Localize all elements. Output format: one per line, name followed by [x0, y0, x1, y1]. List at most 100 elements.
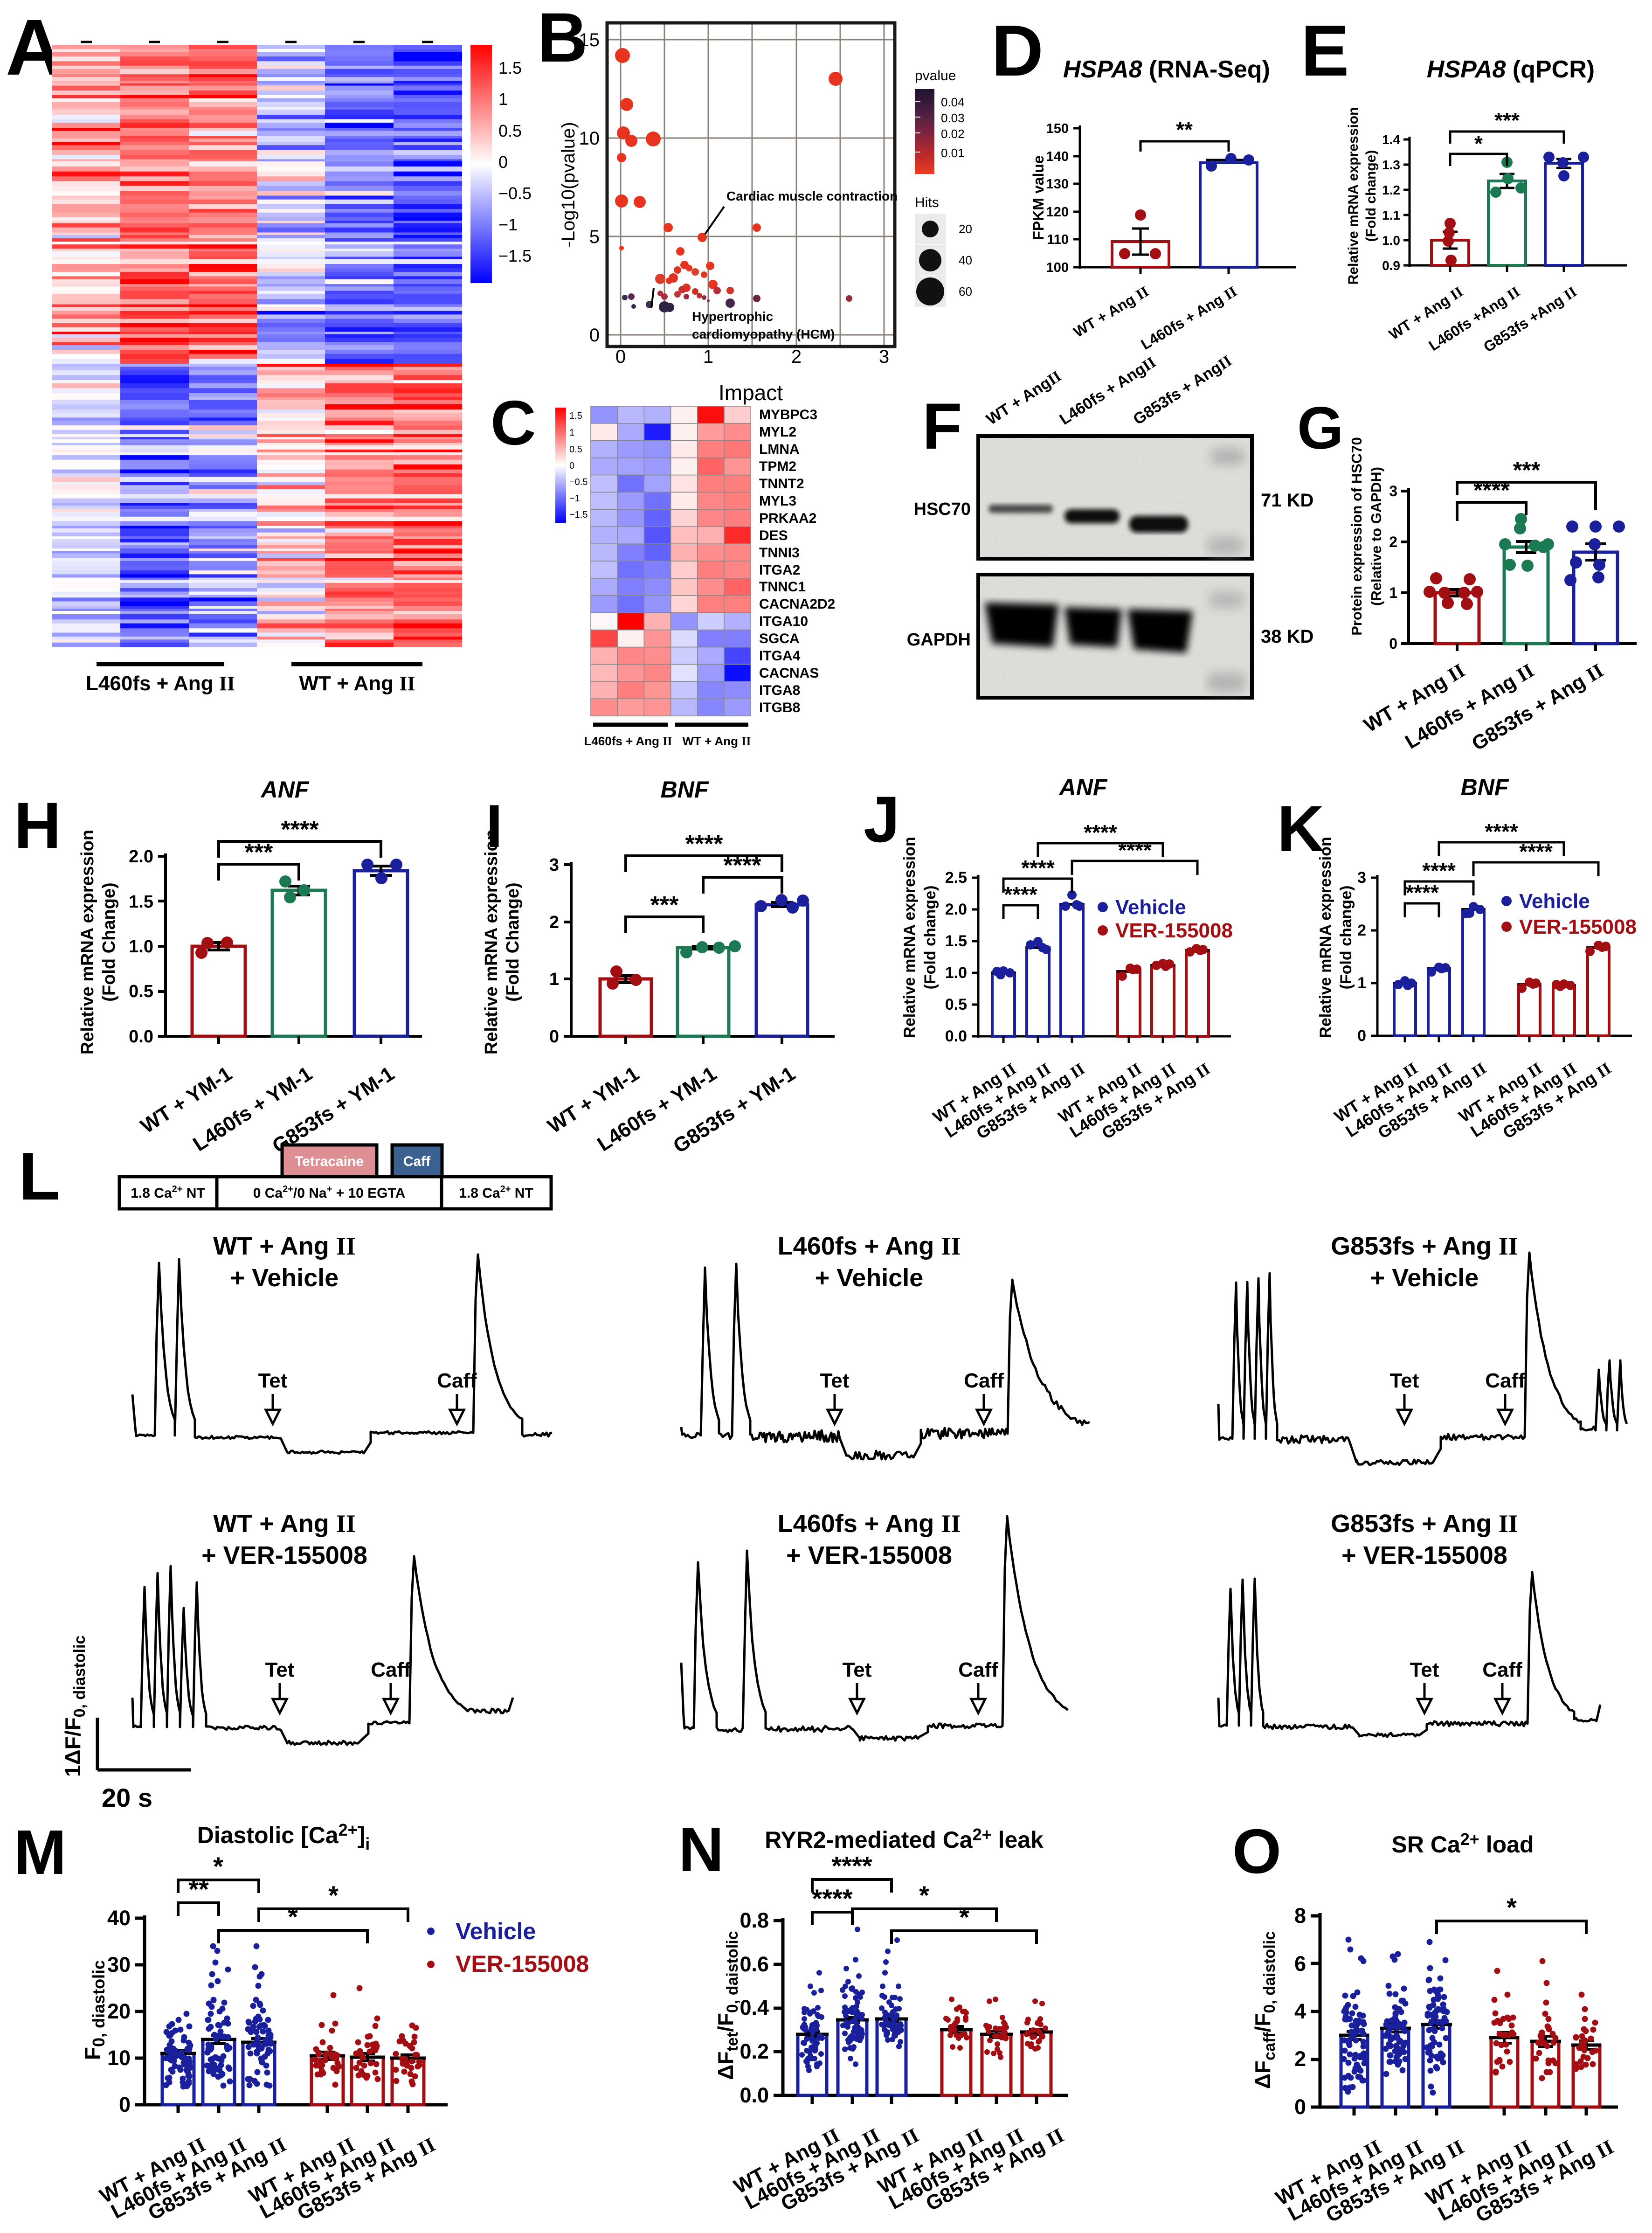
svg-text:15: 15: [579, 30, 600, 50]
svg-text:0: 0: [1389, 635, 1397, 652]
svg-text:L460fs + Ang II: L460fs + Ang II: [778, 1232, 961, 1260]
svg-text:0.04: 0.04: [941, 95, 965, 109]
svg-text:Relative mRNA expression: Relative mRNA expression: [1346, 107, 1361, 285]
svg-text:Caff: Caff: [437, 1369, 477, 1392]
svg-text:G853fs + Ang II: G853fs + Ang II: [1331, 1232, 1518, 1260]
svg-text:0.5: 0.5: [945, 996, 967, 1013]
svg-text:(Fold Change): (Fold Change): [99, 882, 119, 1001]
svg-text:ANF: ANF: [260, 777, 310, 803]
svg-text:TNNT2: TNNT2: [759, 476, 804, 492]
svg-text:E: E: [1301, 10, 1349, 91]
svg-text:1.1: 1.1: [1382, 208, 1400, 222]
svg-text:Hits: Hits: [915, 195, 939, 210]
svg-text:−1.5: −1.5: [569, 510, 588, 520]
svg-text:ITGA2: ITGA2: [759, 562, 800, 578]
svg-text:****: ****: [1485, 819, 1518, 844]
svg-text:****: ****: [1405, 881, 1439, 905]
svg-text:1.0: 1.0: [1382, 233, 1400, 248]
svg-text:2: 2: [549, 913, 559, 932]
svg-text:ITGB8: ITGB8: [759, 700, 800, 715]
svg-text:Impact: Impact: [719, 381, 783, 405]
svg-text:6: 6: [1294, 1952, 1306, 1976]
svg-text:+ Vehicle: + Vehicle: [815, 1264, 924, 1292]
svg-text:*: *: [1474, 132, 1483, 156]
svg-text:2: 2: [791, 347, 802, 367]
svg-text:1.3: 1.3: [1382, 158, 1400, 172]
svg-text:0: 0: [615, 347, 626, 367]
svg-text:Caff: Caff: [1485, 1369, 1525, 1392]
svg-text:Relative mRNA expression: Relative mRNA expression: [78, 830, 97, 1054]
svg-text:3: 3: [879, 347, 889, 367]
svg-text:0: 0: [589, 325, 600, 346]
svg-text:0.6: 0.6: [740, 1952, 769, 1976]
svg-text:0.02: 0.02: [941, 127, 965, 141]
svg-text:1.4: 1.4: [1382, 132, 1400, 147]
svg-text:ITGA8: ITGA8: [759, 683, 800, 698]
svg-text:WT + Ang II: WT + Ang II: [213, 1510, 356, 1538]
svg-text:0.03: 0.03: [941, 111, 965, 125]
svg-text:ITGA10: ITGA10: [759, 614, 808, 629]
svg-text:0.9: 0.9: [1382, 258, 1400, 273]
svg-text:71 KD: 71 KD: [1261, 490, 1313, 511]
svg-text:****: ****: [1004, 882, 1037, 907]
svg-text:Tet: Tet: [1410, 1658, 1439, 1681]
svg-text:****: ****: [1519, 839, 1553, 864]
svg-text:0.5: 0.5: [569, 444, 582, 455]
svg-text:0.0: 0.0: [945, 1027, 967, 1045]
svg-text:2.0: 2.0: [129, 847, 153, 867]
svg-text:****: ****: [281, 816, 319, 843]
svg-text:****: ****: [1118, 838, 1152, 862]
svg-text:30: 30: [107, 1953, 131, 1976]
svg-text:Protein expression of HSC70: Protein expression of HSC70: [1348, 437, 1365, 636]
svg-text:Cardiac muscle contraction: Cardiac muscle contraction: [726, 189, 898, 203]
svg-text:TNNI3: TNNI3: [759, 545, 800, 561]
svg-text:Tetracaine: Tetracaine: [295, 1154, 364, 1169]
svg-text:Tet: Tet: [265, 1658, 295, 1681]
svg-text:****: ****: [812, 1884, 852, 1913]
svg-text:G: G: [1297, 395, 1344, 462]
svg-text:2: 2: [1357, 922, 1366, 939]
svg-text:(Fold change): (Fold change): [921, 886, 939, 990]
svg-text:1: 1: [498, 90, 508, 109]
svg-text:cardiomyopathy (HCM): cardiomyopathy (HCM): [692, 327, 835, 341]
svg-text:Caff: Caff: [1482, 1658, 1522, 1681]
svg-text:****: ****: [1021, 856, 1055, 880]
svg-text:PRKAA2: PRKAA2: [759, 511, 816, 526]
svg-text:L460fs + Ang II: L460fs + Ang II: [86, 672, 235, 695]
svg-text:0: 0: [1357, 1027, 1366, 1045]
svg-text:L460fs + Ang II: L460fs + Ang II: [584, 734, 672, 748]
svg-text:CACNAS: CACNAS: [759, 666, 819, 681]
svg-text:LMNA: LMNA: [759, 442, 800, 457]
svg-text:3: 3: [549, 855, 559, 875]
svg-text:H: H: [14, 789, 61, 862]
svg-text:*: *: [1507, 1893, 1517, 1922]
svg-text:20: 20: [107, 1999, 131, 2023]
svg-text:Relative mRNA expression: Relative mRNA expression: [1317, 837, 1334, 1038]
svg-text:0.0: 0.0: [740, 2083, 769, 2107]
svg-text:Caff: Caff: [958, 1658, 998, 1681]
svg-text:−1: −1: [569, 493, 580, 504]
svg-text:−1: −1: [498, 215, 518, 234]
svg-text:+ Vehicle: + Vehicle: [1370, 1264, 1479, 1292]
svg-text:Relative mRNA expression: Relative mRNA expression: [901, 837, 919, 1038]
svg-text:****: ****: [1422, 859, 1456, 883]
svg-text:1.0: 1.0: [945, 964, 967, 982]
svg-text:HSPA8 (RNA-Seq): HSPA8 (RNA-Seq): [1063, 56, 1270, 83]
svg-text:CACNA2D2: CACNA2D2: [759, 596, 835, 612]
svg-text:MYBPC3: MYBPC3: [759, 407, 817, 423]
svg-text:Caff: Caff: [964, 1369, 1004, 1392]
svg-text:G853fs + Ang II: G853fs + Ang II: [1331, 1510, 1518, 1538]
svg-text:WT + Ang II: WT + Ang II: [682, 734, 751, 748]
svg-text:3: 3: [1389, 483, 1397, 499]
svg-text:0.2: 0.2: [740, 2039, 769, 2063]
svg-text:(Fold change): (Fold change): [1337, 886, 1355, 990]
svg-text:−0.5: −0.5: [569, 477, 588, 487]
svg-text:B: B: [537, 0, 588, 76]
svg-text:MYL3: MYL3: [759, 493, 796, 509]
svg-text:60: 60: [959, 284, 972, 298]
svg-text:0.0: 0.0: [129, 1027, 153, 1047]
svg-text:Vehicle: Vehicle: [456, 1918, 536, 1944]
svg-text:0.5: 0.5: [129, 982, 153, 1001]
svg-text:O: O: [1232, 1816, 1281, 1886]
svg-text:(Relative to GAPDH): (Relative to GAPDH): [1368, 467, 1384, 606]
